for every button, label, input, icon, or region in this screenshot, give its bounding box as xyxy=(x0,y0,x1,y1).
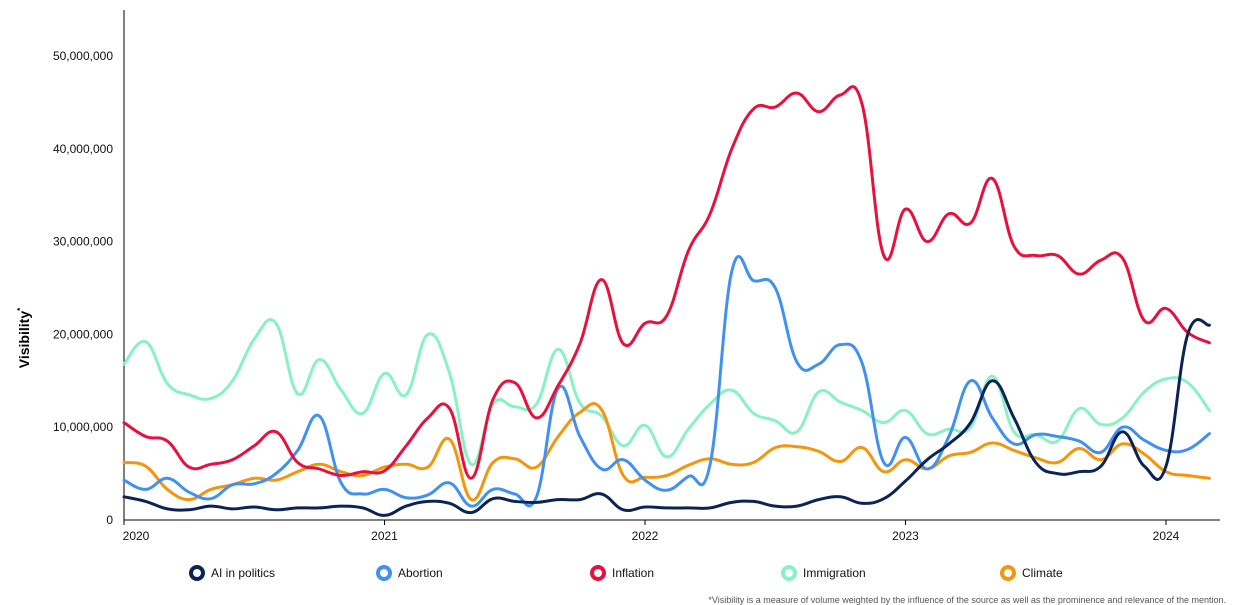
legend-marker xyxy=(781,565,797,581)
y-axis-label-text: Visibility xyxy=(16,311,32,369)
series-line-abortion xyxy=(122,254,1211,508)
x-ticks: 2020 2021 2022 2023 2024 xyxy=(123,520,1180,543)
y-tick-label: 40,000,000 xyxy=(53,142,113,156)
y-tick-label: 0 xyxy=(106,513,113,527)
legend-label: Climate xyxy=(1022,566,1063,580)
series-line-climate xyxy=(122,402,1211,502)
y-ticks: 0 10,000,000 20,000,000 30,000,000 40,000,00… xyxy=(53,49,113,527)
y-axis-label-marker: * xyxy=(16,307,25,311)
series-line-ai-in-politics xyxy=(122,318,1211,517)
legend-item-climate: Climate xyxy=(1000,565,1063,581)
legend-label: Inflation xyxy=(612,566,654,580)
legend-label: Immigration xyxy=(803,566,866,580)
x-tick-label: 2022 xyxy=(632,529,659,543)
x-tick-label: 2021 xyxy=(371,529,398,543)
y-axis-label: Visibility* xyxy=(16,307,32,368)
y-tick-label: 30,000,000 xyxy=(53,235,113,249)
legend-item-inflation: Inflation xyxy=(590,565,654,581)
legend-item-ai-in-politics: AI in politics xyxy=(189,565,275,581)
legend-marker xyxy=(189,565,205,581)
legend-item-immigration: Immigration xyxy=(781,565,866,581)
legend-item-abortion: Abortion xyxy=(376,565,443,581)
legend-label: Abortion xyxy=(398,566,443,580)
x-tick-label: 2020 xyxy=(123,529,150,543)
legend-marker xyxy=(376,565,392,581)
legend-marker xyxy=(590,565,606,581)
series-line-immigration xyxy=(122,318,1211,466)
footnote: *Visibility is a measure of volume weigh… xyxy=(708,595,1226,605)
y-tick-label: 20,000,000 xyxy=(53,327,113,341)
y-tick-label: 10,000,000 xyxy=(53,420,113,434)
y-tick-label: 50,000,000 xyxy=(53,49,113,63)
series-lines xyxy=(122,85,1211,517)
x-tick-label: 2024 xyxy=(1153,529,1180,543)
legend: AI in politics Abortion Inflation Immigrati… xyxy=(189,565,1063,581)
legend-label: AI in politics xyxy=(211,566,275,580)
axes xyxy=(123,10,1220,521)
legend-marker xyxy=(1000,565,1016,581)
x-tick-label: 2023 xyxy=(892,529,919,543)
series-line-inflation xyxy=(122,85,1211,480)
